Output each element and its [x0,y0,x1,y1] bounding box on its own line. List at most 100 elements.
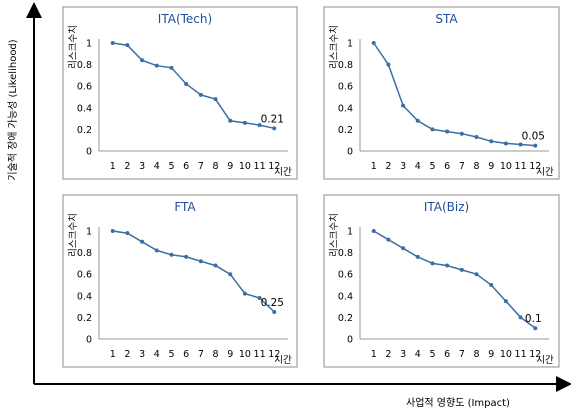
panel-1-xtick-label: 4 [154,161,160,172]
panel-4-xtick-label: 6 [444,349,450,360]
panel-3-xtick-label: 10 [239,349,251,360]
panel-3-data-point [154,248,159,253]
panel-1-ytick-label: 0 [86,147,92,158]
outer-ylabel: 기술적 장애 가능성 (Likelihood) [7,39,19,180]
panel-3-series-line [112,230,275,313]
panel-4-xtick-label: 1 [371,349,377,360]
panel-1-data-point [257,123,262,128]
panel-4-annotation: 0.1 [525,313,542,325]
panel-3-xtick-label: 6 [183,349,189,360]
panel-4-xtick-label: 10 [500,349,512,360]
panel-1-ytick-label: 0.4 [77,103,92,114]
panel-1-xtick-label: 8 [213,161,219,172]
panel-4-xtick-label: 5 [429,349,435,360]
panel-2-xtick-label: 7 [459,161,465,172]
panel-3-data-point [184,254,189,259]
panel-4-xtick-label: 2 [385,349,391,360]
panel-4-ytick-label: 1 [347,227,353,238]
panel-3-ylabel: 리스크수치 [67,213,79,257]
panel-4-xtick-label: 12 [529,349,541,360]
panel-3-title: FTA [174,200,196,214]
panel-2-ytick-label: 0.4 [338,103,353,114]
panel-3-data-point [228,272,233,277]
panel-2-xtick-label: 8 [474,161,480,172]
panel-3-xtick-label: 5 [168,349,174,360]
panel-2-data-point [415,118,420,123]
panel-1-xtick-label: 5 [168,161,174,172]
panel-2-xtick-label: 12 [529,161,541,172]
panel-2-data-point [386,62,391,67]
panel-3-ytick-label: 0 [86,335,92,346]
panel-4-data-point [386,237,391,242]
panel-4-ytick-label: 0.6 [338,270,353,281]
panel-2-xtick-label: 10 [500,161,512,172]
panel-4-data-point [474,272,479,277]
panel-3-xlabel: 시간 [274,355,292,366]
panel-2-ytick-label: 0.6 [338,82,353,93]
panel-3-data-point [169,252,174,257]
panel-2-ylabel: 리스크수치 [328,25,340,69]
panel-2-xtick-label: 3 [400,161,406,172]
panel-2-title: STA [435,12,458,26]
panel-4-xtick-label: 3 [400,349,406,360]
panel-4-xtick-label: 4 [415,349,421,360]
panel-2-xtick-label: 9 [488,161,494,172]
panel-2-xtick-label: 5 [429,161,435,172]
panel-2-data-point [489,139,494,144]
panel-4-data-point [518,315,523,320]
panel-1-ytick-label: 0.2 [77,125,92,136]
panel-4-xtick-label: 9 [488,349,494,360]
panel-2-data-point [401,103,406,108]
panel-1-xtick-label: 10 [239,161,251,172]
panel-3-xtick-label: 3 [139,349,145,360]
panel-4-ytick-label: 0.8 [338,248,353,259]
panel-3-ytick-label: 0.4 [77,291,92,302]
panel-3-xtick-label: 2 [124,349,130,360]
panel-2-ytick-label: 0.8 [338,60,353,71]
panel-4-frame [323,194,560,368]
panel-1-xtick-label: 2 [124,161,130,172]
panel-2-ytick-label: 0.2 [338,125,353,136]
outer-xlabel: 사업적 영향도 (Impact) [406,396,510,409]
panel-1-data-point [213,97,218,102]
panel-4-data-point [459,267,464,272]
panel-1-data-point [242,120,247,125]
panel-3-xtick-label: 7 [198,349,204,360]
panel-4-data-point [489,283,494,287]
panel-1-title: ITA(Tech) [158,12,212,26]
panel-2-data-point [445,129,450,134]
panel-2-frame [323,6,560,180]
panel-2-data-point [430,127,435,132]
panel-4-title: ITA(Biz) [424,200,469,214]
panel-1-ylabel: 리스크수치 [67,25,79,69]
panel-1-xlabel: 시간 [274,167,292,178]
panel-3-data-point [125,231,130,236]
panel-2-xtick-label: 11 [515,161,527,172]
panel-4-series-line [373,230,536,329]
panel-3-ytick-label: 0.2 [77,313,92,324]
panel-3-xtick-label: 11 [254,349,266,360]
panel-3-ytick-label: 0.6 [77,270,92,281]
panel-3-data-point [198,259,203,264]
panel-3-xtick-label: 12 [268,349,280,360]
panel-2-xtick-label: 4 [415,161,421,172]
panel-1-annotation: 0.21 [261,113,284,125]
panel-1-xtick-label: 12 [268,161,280,172]
panel-1-data-point [110,41,115,45]
panel-1-series-line [112,42,275,130]
panel-1-xtick-label: 3 [139,161,145,172]
panel-3-annotation: 0.25 [261,297,284,309]
panel-1-frame [62,6,298,180]
panel-3-data-point [272,310,277,314]
panel-4-xtick-label: 11 [515,349,527,360]
panel-1-ytick-label: 1 [86,39,92,50]
panel-1-ytick-label: 0.8 [77,60,92,71]
panel-3-frame [62,194,298,368]
panel-3-xtick-label: 9 [227,349,233,360]
panel-1-ytick-label: 0.6 [77,82,92,93]
panel-1-data-point [184,82,189,87]
panel-2-xtick-label: 6 [444,161,450,172]
panel-4-ytick-label: 0 [347,335,353,346]
